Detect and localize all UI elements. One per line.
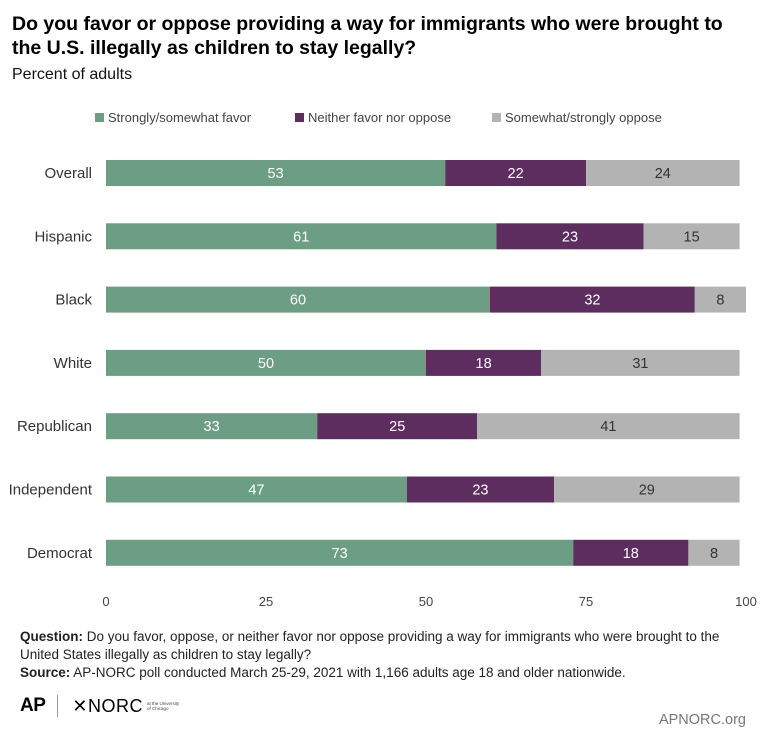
category-label-white: White bbox=[54, 355, 92, 372]
x-tick-label-0: 0 bbox=[102, 594, 109, 609]
legend-item-neither: Neither favor nor oppose bbox=[295, 110, 451, 125]
bar-favor-hispanic bbox=[106, 223, 497, 250]
bar-neither-hispanic bbox=[496, 223, 644, 250]
data-label-neither-independent: 23 bbox=[472, 483, 488, 499]
category-label-republican: Republican bbox=[17, 418, 92, 435]
chart-title: Do you favor or oppose providing a way f… bbox=[12, 13, 723, 59]
bar-neither-independent bbox=[406, 476, 554, 503]
category-label-overall: Overall bbox=[44, 165, 92, 182]
bar-neither-overall bbox=[445, 160, 586, 186]
bar-oppose-overall bbox=[586, 160, 740, 186]
bar-oppose-white bbox=[541, 349, 740, 376]
data-label-oppose-independent: 29 bbox=[639, 483, 655, 499]
data-label-neither-democrat: 18 bbox=[623, 546, 639, 562]
bar-oppose-hispanic bbox=[643, 223, 740, 250]
legend-item-favor: Strongly/somewhat favor bbox=[95, 110, 251, 125]
data-label-neither-republican: 25 bbox=[389, 419, 405, 435]
data-label-oppose-white: 31 bbox=[632, 356, 648, 372]
bar-oppose-independent bbox=[554, 476, 740, 503]
data-label-neither-hispanic: 23 bbox=[562, 229, 578, 245]
norc-logo: ✕NORC bbox=[72, 695, 143, 716]
source-text: AP-NORC poll conducted March 25-29, 2021… bbox=[73, 665, 626, 680]
ap-logo: AP bbox=[20, 695, 46, 716]
data-label-favor-independent: 47 bbox=[248, 483, 264, 499]
data-label-neither-overall: 22 bbox=[508, 166, 524, 182]
source-label: Source: bbox=[20, 665, 71, 680]
site-url: APNORC.org bbox=[658, 712, 746, 728]
bar-favor-white bbox=[106, 349, 426, 376]
data-label-neither-white: 18 bbox=[476, 356, 492, 372]
category-label-hispanic: Hispanic bbox=[34, 228, 92, 245]
x-tick-label-75: 75 bbox=[579, 594, 593, 609]
x-tick-label-25: 25 bbox=[259, 594, 273, 609]
question-text: Do you favor, oppose, or neither favor n… bbox=[20, 629, 720, 662]
data-label-favor-hispanic: 61 bbox=[293, 229, 309, 245]
legend-item-oppose: Somewhat/strongly oppose bbox=[492, 110, 662, 125]
logo-strip: AP ✕NORC at the University of Chicago bbox=[20, 694, 181, 718]
data-label-neither-black: 32 bbox=[584, 293, 600, 309]
stacked-bar-chart: Overall 53 22 24 Hispanic 61 23 15 Black 60 32 8 Whi… bbox=[9, 160, 757, 609]
bar-oppose-black bbox=[694, 286, 746, 313]
legend-label-oppose: Somewhat/strongly oppose bbox=[505, 110, 662, 125]
source-note: Source: AP-NORC poll conducted March 25-… bbox=[20, 664, 760, 682]
legend: Strongly/somewhat favor Neither favor no… bbox=[0, 110, 768, 128]
legend-label-favor: Strongly/somewhat favor bbox=[108, 110, 252, 125]
legend-swatch-favor bbox=[95, 113, 104, 122]
category-label-independent: Independent bbox=[9, 482, 93, 499]
category-label-democrat: Democrat bbox=[27, 545, 93, 562]
data-label-oppose-republican: 41 bbox=[600, 419, 616, 435]
bar-oppose-democrat bbox=[688, 539, 740, 566]
question-note: Question: Do you favor, oppose, or neith… bbox=[20, 628, 760, 664]
data-label-favor-white: 50 bbox=[258, 356, 274, 372]
data-label-favor-democrat: 73 bbox=[332, 546, 348, 562]
bar-favor-republican bbox=[106, 413, 318, 440]
bar-neither-republican bbox=[317, 413, 478, 440]
bar-oppose-republican bbox=[477, 413, 740, 440]
bar-favor-democrat bbox=[106, 539, 574, 566]
bar-favor-independent bbox=[106, 476, 407, 503]
bar-favor-overall bbox=[106, 160, 446, 186]
data-label-oppose-overall: 24 bbox=[655, 166, 671, 182]
category-label-black: Black bbox=[55, 292, 92, 309]
bar-neither-black bbox=[490, 286, 695, 313]
data-label-oppose-hispanic: 15 bbox=[684, 229, 700, 245]
bar-neither-white bbox=[426, 349, 542, 376]
question-label: Question: bbox=[20, 629, 83, 644]
legend-swatch-neither bbox=[295, 113, 304, 122]
norc-logo-subtitle: at the University of Chicago bbox=[147, 701, 180, 711]
data-label-oppose-black: 8 bbox=[716, 293, 724, 309]
legend-swatch-oppose bbox=[492, 113, 501, 122]
footer-notes: Question: Do you favor, oppose, or neith… bbox=[20, 628, 760, 682]
x-tick-label-50: 50 bbox=[419, 594, 433, 609]
data-label-favor-black: 60 bbox=[290, 293, 306, 309]
logo-divider bbox=[57, 695, 59, 717]
data-label-favor-republican: 33 bbox=[204, 419, 220, 435]
legend-label-neither: Neither favor nor oppose bbox=[308, 110, 452, 125]
bar-favor-black bbox=[106, 286, 490, 313]
data-label-oppose-democrat: 8 bbox=[710, 546, 718, 562]
bar-neither-democrat bbox=[573, 539, 689, 566]
chart-subtitle: Percent of adults bbox=[12, 66, 133, 83]
x-tick-label-100: 100 bbox=[735, 594, 757, 609]
data-label-favor-overall: 53 bbox=[268, 166, 284, 182]
